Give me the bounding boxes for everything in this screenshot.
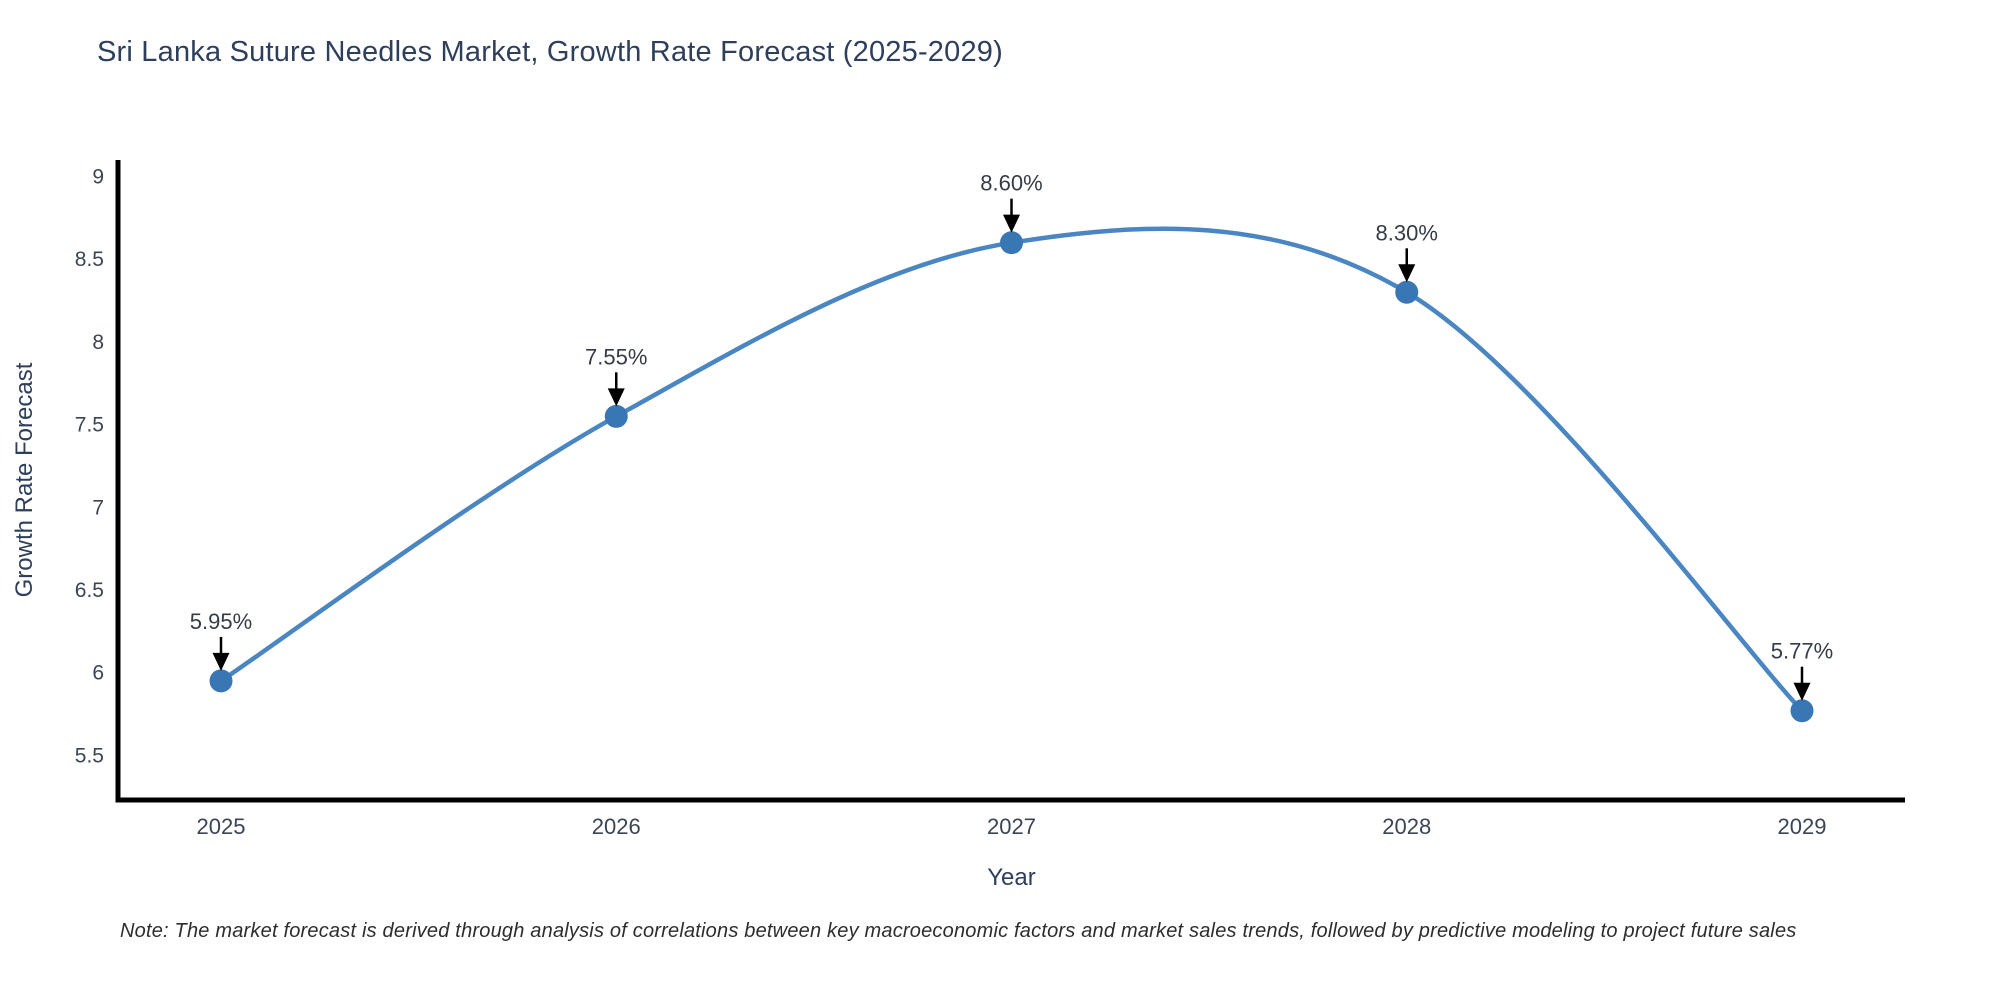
y-tick-label: 7 [92, 496, 104, 519]
point-annotation-label: 8.30% [1376, 220, 1438, 245]
x-axis-title: Year [987, 864, 1036, 891]
data-point-marker [1790, 699, 1814, 723]
point-annotation-label: 5.95% [190, 609, 252, 634]
x-tick-label: 2025 [197, 814, 246, 839]
data-point-marker [1000, 231, 1023, 255]
y-axis-title: Growth Rate Forecast [11, 362, 38, 597]
annotation-arrowhead [607, 388, 625, 407]
y-tick-label: 6.5 [75, 579, 104, 602]
data-point-marker [1395, 280, 1419, 304]
x-tick-label: 2027 [987, 814, 1036, 839]
y-tick-label: 7.5 [75, 414, 104, 437]
y-tick-label: 8 [92, 331, 104, 354]
annotation-arrowhead [212, 652, 230, 671]
chart-title: Sri Lanka Suture Needles Market, Growth … [97, 36, 1003, 68]
y-tick-label: 8.5 [75, 248, 104, 271]
point-annotation-label: 8.60% [980, 171, 1042, 196]
annotation-arrowhead [1398, 264, 1416, 283]
series-line [218, 226, 1805, 713]
data-point-marker [604, 404, 628, 428]
y-tick-label: 5.5 [75, 744, 104, 767]
y-tick-label: 9 [92, 166, 104, 189]
annotation-arrowhead [1793, 682, 1811, 701]
data-point-marker [209, 669, 233, 693]
y-tick-label: 6 [92, 662, 104, 685]
x-tick-label: 2029 [1778, 814, 1827, 839]
x-tick-label: 2026 [592, 814, 641, 839]
point-annotation-label: 5.77% [1771, 639, 1833, 664]
annotation-arrowhead [1003, 214, 1020, 233]
x-tick-label: 2028 [1382, 814, 1431, 839]
footnote-text: Note: The market forecast is derived thr… [120, 920, 1797, 942]
point-annotation-label: 7.55% [585, 344, 647, 369]
